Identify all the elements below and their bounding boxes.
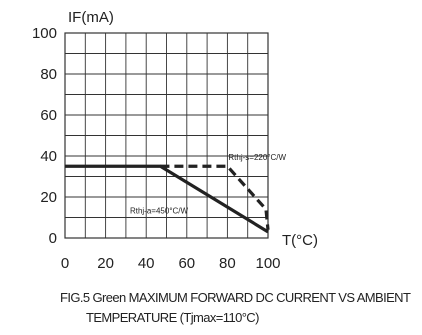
x-tick-label: 20 [97,255,114,272]
series-annotation: Rthj-s=220°C/W [228,153,286,162]
x-tick-label: 60 [178,255,195,272]
tick-labels: 0 20 40 60 80 100 0 20 40 60 80 100 [32,25,281,272]
x-tick-label: 0 [61,255,69,272]
y-tick-label: 40 [40,148,57,165]
x-tick-label: 100 [255,255,280,272]
series-annotation: Rthj-a=450°C/W [130,206,189,215]
y-tick-label: 100 [32,25,57,42]
caption-line-2: TEMPERATURE (Tjmax=110°C) [86,310,259,325]
caption-line-1: FIG.5 Green MAXIMUM FORWARD DC CURRENT V… [60,290,411,305]
figure-caption: FIG.5 Green MAXIMUM FORWARD DC CURRENT V… [60,288,422,328]
x-tick-label: 40 [138,255,155,272]
y-tick-label: 20 [40,189,57,206]
grid [64,32,269,239]
y-tick-label: 0 [49,230,57,247]
annotations: Rthj-s=220°C/W Rthj-a=450°C/W [130,153,287,215]
y-tick-label: 60 [40,107,57,124]
y-tick-label: 80 [40,66,57,83]
x-axis-label: T(°C) [282,232,318,249]
derating-chart: 0 20 40 60 80 100 0 20 40 60 80 100 IF(mA) T(°C) Rt… [32,9,318,272]
y-axis-label: IF(mA) [68,9,114,26]
series-layer [65,164,270,234]
series-line-2 [160,164,270,230]
x-tick-label: 80 [219,255,236,272]
plot-frame [64,32,269,239]
